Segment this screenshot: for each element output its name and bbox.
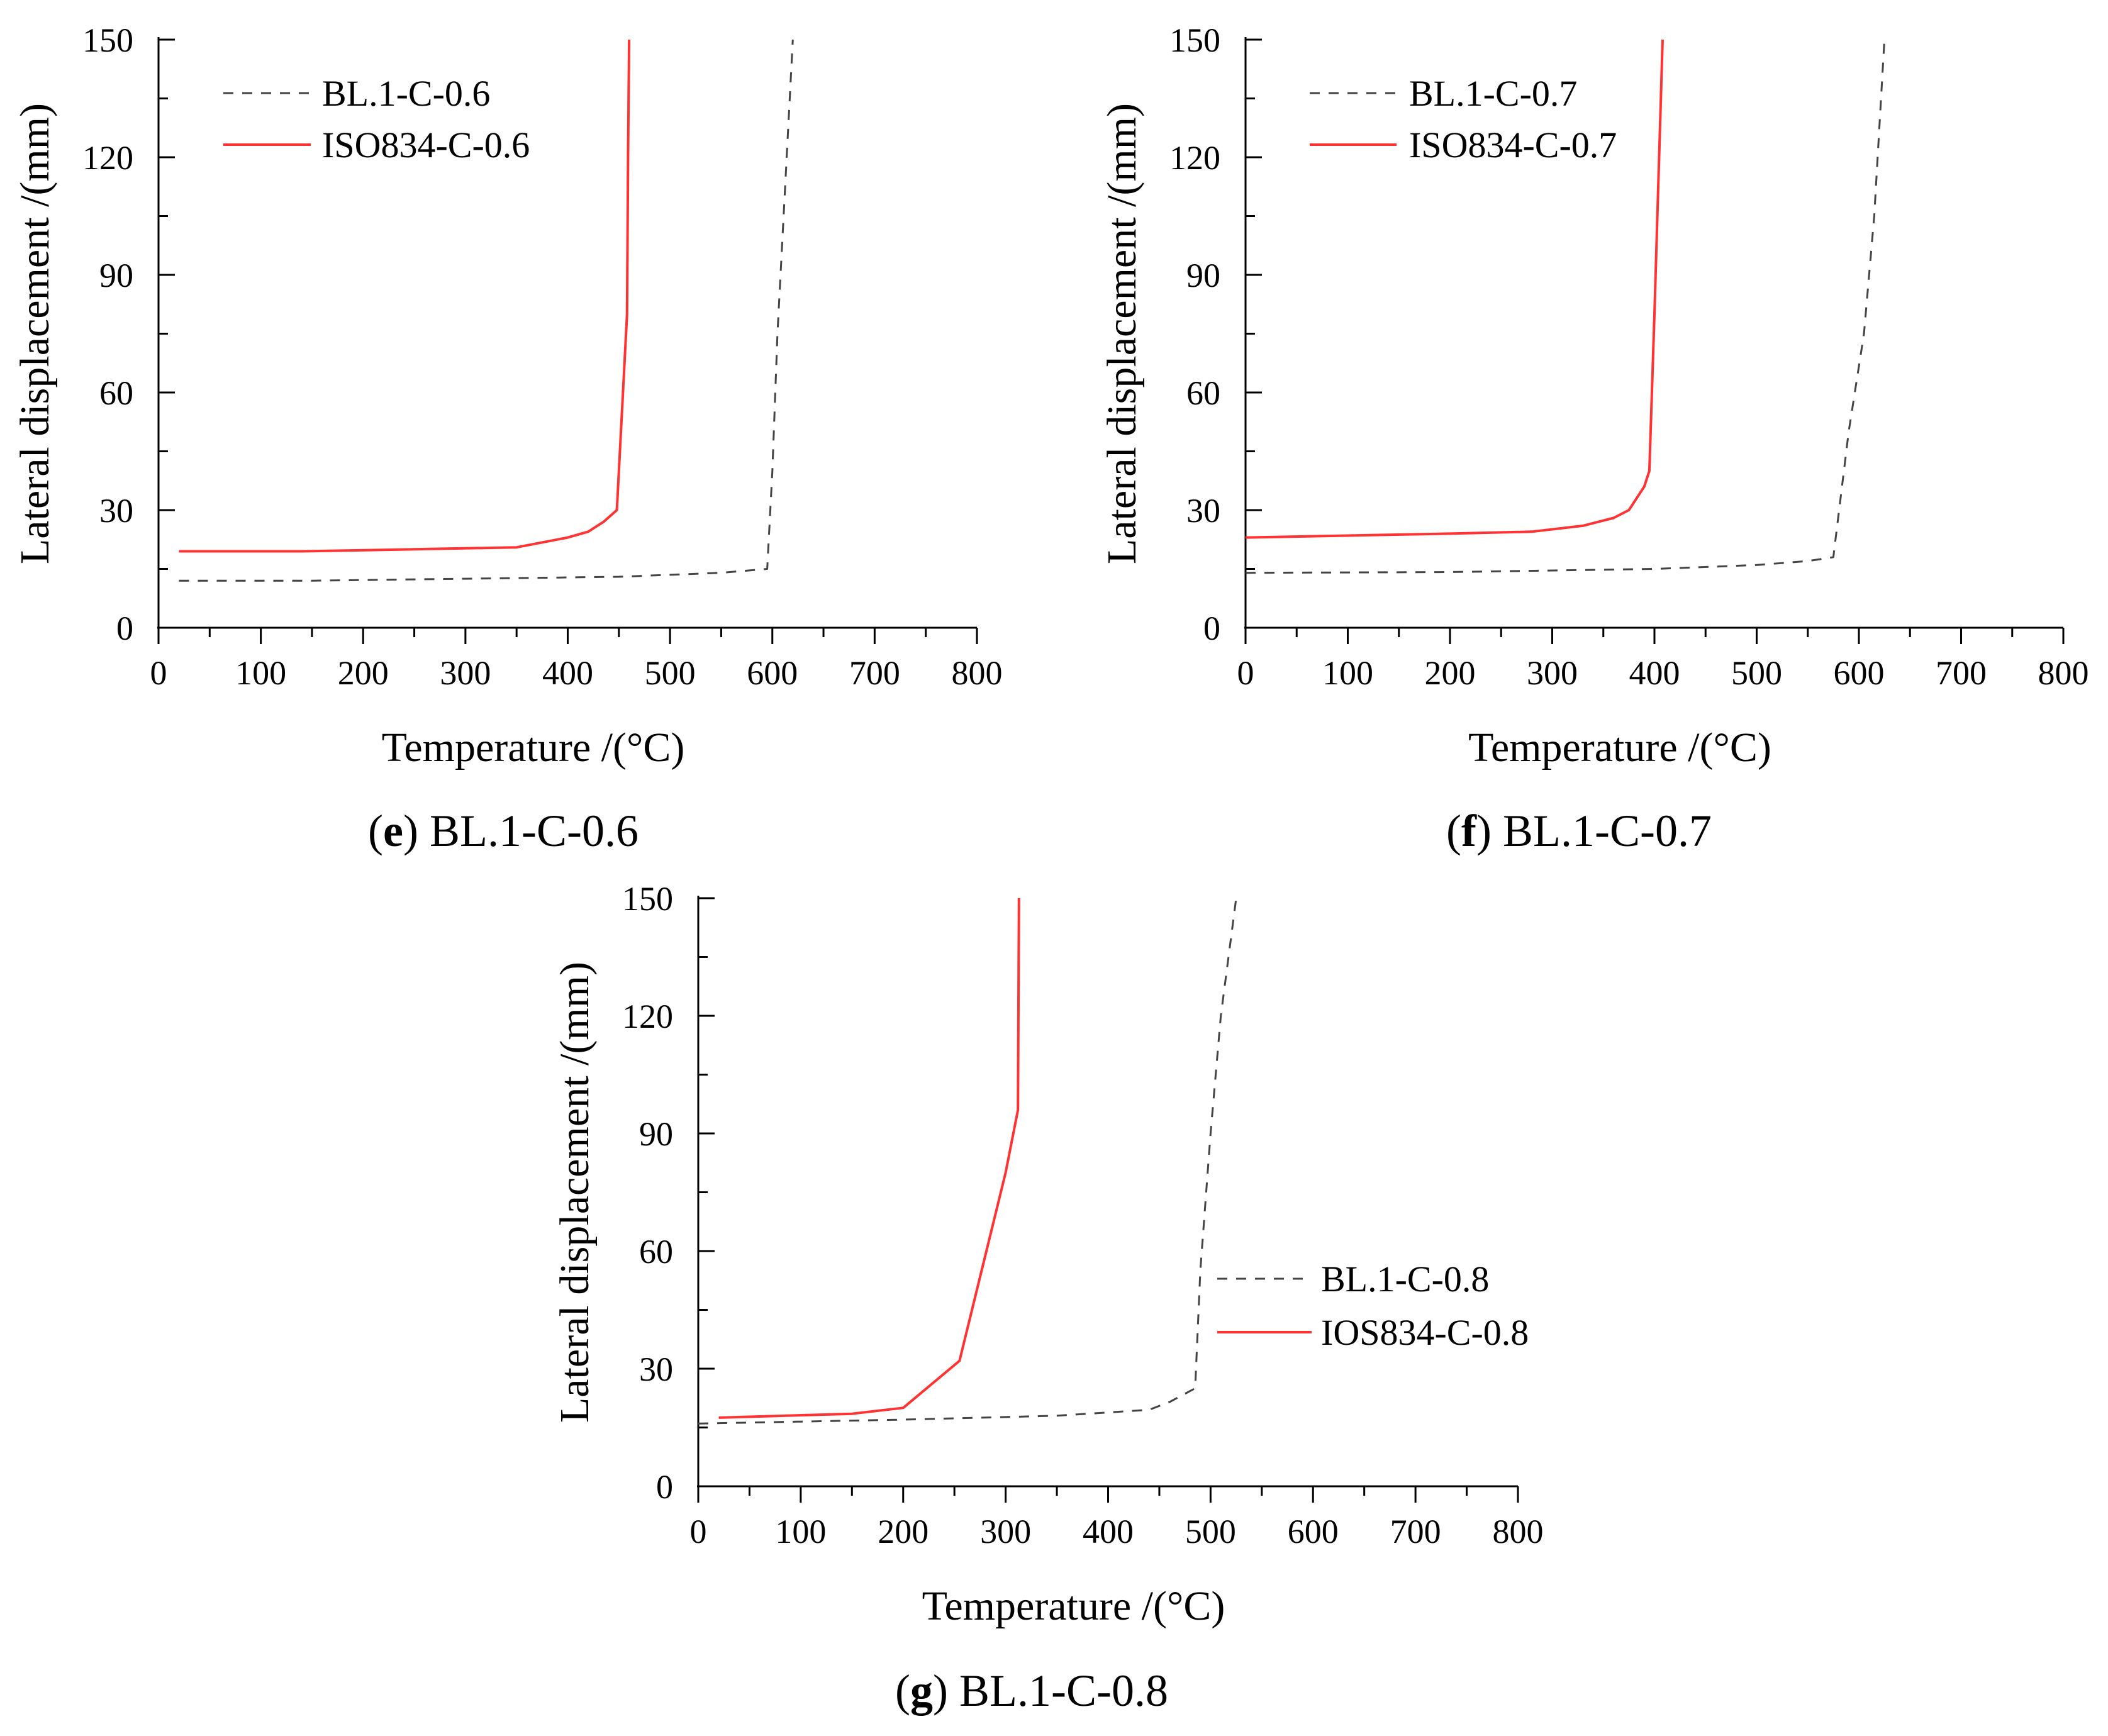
- y-tick-label: 90: [639, 1115, 673, 1153]
- x-tick-label: 600: [747, 654, 798, 692]
- x-tick-label: 100: [1322, 654, 1373, 692]
- x-axis-title: Temperature /(°C): [922, 1583, 1225, 1629]
- x-tick-label: 800: [952, 654, 1003, 692]
- y-tick-label: 60: [99, 374, 133, 412]
- caption-text: BL.1-C-0.6: [430, 806, 639, 856]
- caption-text: BL.1-C-0.7: [1503, 806, 1712, 856]
- x-tick-label: 500: [1185, 1513, 1236, 1550]
- x-tick-label: 700: [849, 654, 900, 692]
- x-tick-label: 100: [775, 1513, 826, 1550]
- caption-text: BL.1-C-0.8: [959, 1666, 1168, 1716]
- legend-label: BL.1-C-0.6: [322, 73, 490, 114]
- y-axis-title: Lateral displacement /(mm): [1099, 103, 1145, 564]
- series-line-BL.1-C-0.6: [179, 39, 794, 582]
- y-tick-label: 30: [99, 492, 133, 530]
- legend-label: IOS834-C-0.8: [1321, 1312, 1529, 1353]
- y-tick-label: 90: [1186, 257, 1220, 294]
- x-tick-label: 700: [1390, 1513, 1441, 1550]
- y-tick-label: 0: [1203, 609, 1220, 647]
- x-tick-label: 100: [235, 654, 286, 692]
- x-tick-label: 200: [878, 1513, 929, 1550]
- x-tick-label: 600: [1288, 1513, 1339, 1550]
- y-tick-label: 0: [116, 609, 133, 647]
- y-tick-label: 60: [1186, 374, 1220, 412]
- caption-letter: e: [383, 806, 403, 856]
- x-tick-label: 600: [1834, 654, 1885, 692]
- panel-caption: (g) BL.1-C-0.8: [895, 1666, 1168, 1716]
- x-tick-label: 500: [645, 654, 696, 692]
- x-tick-label: 500: [1731, 654, 1782, 692]
- chart-panel-f: 0 100 200 300 400 500 600 700 800 0 30 60 90 120 150 Te…: [1099, 21, 2089, 856]
- x-tick-label: 400: [1629, 654, 1680, 692]
- chart-panel-g: 0 100 200 300 400 500 600 700 800 0 30 60 90 120 150 Te…: [552, 880, 1544, 1716]
- y-tick-label: 150: [622, 880, 673, 918]
- y-tick-label: 150: [82, 21, 133, 59]
- legend-label: ISO834-C-0.6: [322, 125, 530, 165]
- series-line-IOS834-C-0.8: [718, 898, 1020, 1419]
- series-line-BL.1-C-0.7: [1245, 39, 1886, 574]
- y-tick-label: 30: [639, 1350, 673, 1388]
- x-tick-label: 800: [2038, 654, 2089, 692]
- x-tick-label: 700: [1936, 654, 1987, 692]
- y-tick-label: 60: [639, 1233, 673, 1271]
- panel-caption: (f) BL.1-C-0.7: [1446, 806, 1712, 856]
- y-tick-label: 30: [1186, 492, 1220, 530]
- y-tick-label: 150: [1169, 21, 1220, 59]
- x-tick-label: 400: [1083, 1513, 1134, 1550]
- x-tick-label: 0: [1237, 654, 1254, 692]
- x-tick-label: 400: [542, 654, 593, 692]
- panel-caption: (e) BL.1-C-0.6: [368, 806, 639, 856]
- legend-label: BL.1-C-0.7: [1409, 73, 1577, 114]
- y-tick-label: 120: [1169, 139, 1220, 177]
- y-axis-title: Lateral displacement /(mm): [552, 962, 598, 1423]
- caption-letter: f: [1461, 806, 1477, 856]
- chart-panel-e: 0 100 200 300 400 500 600 700 800 0 30 60 90 120 150 Te…: [12, 21, 1003, 856]
- x-tick-label: 0: [150, 654, 167, 692]
- y-tick-label: 120: [622, 998, 673, 1035]
- x-tick-label: 0: [690, 1513, 707, 1550]
- x-tick-label: 300: [980, 1513, 1031, 1550]
- x-tick-label: 200: [338, 654, 389, 692]
- x-tick-label: 200: [1425, 654, 1476, 692]
- y-tick-label: 0: [656, 1468, 673, 1506]
- x-tick-label: 300: [440, 654, 491, 692]
- legend-label: ISO834-C-0.7: [1409, 125, 1617, 165]
- x-tick-label: 300: [1527, 654, 1578, 692]
- series-line-ISO834-C-0.6: [179, 39, 631, 553]
- x-tick-label: 800: [1493, 1513, 1544, 1550]
- legend-label: BL.1-C-0.8: [1321, 1259, 1489, 1299]
- y-axis-title: Lateral displacement /(mm): [12, 103, 58, 564]
- y-tick-label: 120: [82, 139, 133, 177]
- series-line-ISO834-C-0.7: [1245, 39, 1664, 539]
- x-axis-title: Temperature /(°C): [382, 725, 685, 771]
- y-tick-label: 90: [99, 257, 133, 294]
- series-line-BL.1-C-0.8: [698, 898, 1237, 1425]
- caption-letter: g: [910, 1666, 933, 1716]
- x-axis-title: Temperature /(°C): [1468, 725, 1771, 771]
